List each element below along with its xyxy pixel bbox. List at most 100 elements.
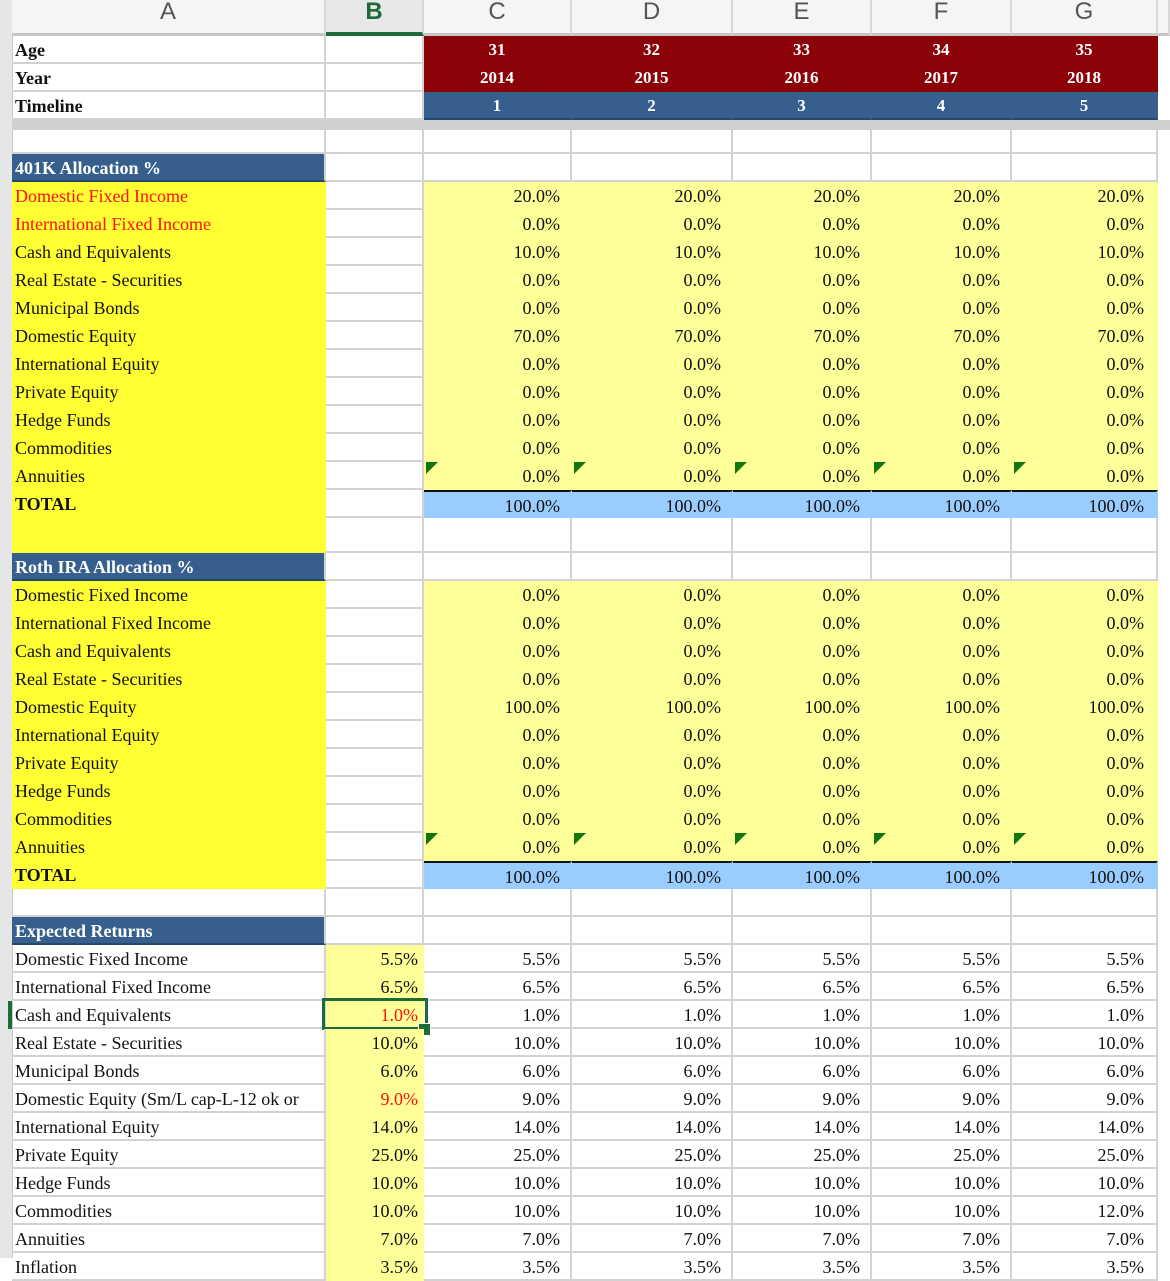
k401-value-e[interactable]: 0.0% — [733, 350, 872, 378]
column-header-b[interactable]: B — [326, 0, 424, 36]
year-value-e[interactable]: 2016 — [733, 64, 872, 92]
returns-value-e[interactable]: 5.5% — [733, 945, 872, 973]
k401-section-title[interactable]: 401K Allocation % — [12, 154, 326, 182]
returns-value-d[interactable]: 1.0% — [572, 1001, 733, 1029]
returns-row-label[interactable]: Inflation — [12, 1253, 326, 1281]
roth-row-label[interactable]: Hedge Funds — [12, 777, 326, 805]
roth-value-g[interactable]: 100.0% — [1012, 693, 1158, 721]
empty-cell[interactable] — [326, 350, 424, 378]
empty-cell[interactable] — [326, 238, 424, 266]
k401-value-f[interactable]: 70.0% — [872, 322, 1012, 350]
age-value-d[interactable]: 32 — [572, 36, 733, 64]
k401-value-f[interactable]: 0.0% — [872, 350, 1012, 378]
k401-value-e[interactable]: 0.0% — [733, 462, 872, 490]
k401-value-g[interactable]: 0.0% — [1012, 406, 1158, 434]
timeline-value-f[interactable]: 4 — [872, 92, 1012, 120]
returns-value-c[interactable]: 10.0% — [424, 1169, 572, 1197]
returns-value-c[interactable]: 10.0% — [424, 1029, 572, 1057]
empty-cell[interactable] — [572, 917, 733, 945]
k401-value-e[interactable]: 0.0% — [733, 406, 872, 434]
returns-base-value[interactable]: 10.0% — [326, 1197, 424, 1225]
returns-value-c[interactable]: 6.0% — [424, 1057, 572, 1085]
returns-value-c[interactable]: 1.0% — [424, 1001, 572, 1029]
k401-value-g[interactable]: 0.0% — [1012, 462, 1158, 490]
returns-value-e[interactable]: 6.0% — [733, 1057, 872, 1085]
returns-value-c[interactable]: 5.5% — [424, 945, 572, 973]
k401-row-label[interactable]: Municipal Bonds — [12, 294, 326, 322]
empty-cell[interactable] — [733, 518, 872, 553]
k401-value-g[interactable]: 10.0% — [1012, 238, 1158, 266]
k401-value-f[interactable]: 0.0% — [872, 406, 1012, 434]
empty-cell[interactable] — [326, 693, 424, 721]
returns-base-value[interactable]: 9.0% — [326, 1085, 424, 1113]
empty-cell[interactable] — [733, 553, 872, 581]
returns-base-value[interactable]: 5.5% — [326, 945, 424, 973]
empty-cell[interactable] — [326, 917, 424, 945]
empty-cell[interactable] — [1012, 889, 1158, 917]
returns-value-d[interactable]: 25.0% — [572, 1141, 733, 1169]
year-label[interactable]: Year — [12, 64, 326, 92]
returns-value-f[interactable]: 3.5% — [872, 1253, 1012, 1281]
returns-value-f[interactable]: 10.0% — [872, 1169, 1012, 1197]
roth-total-d[interactable]: 100.0% — [572, 861, 733, 889]
empty-cell[interactable] — [326, 609, 424, 637]
k401-value-e[interactable]: 0.0% — [733, 266, 872, 294]
roth-value-f[interactable]: 0.0% — [872, 833, 1012, 861]
k401-value-d[interactable]: 0.0% — [572, 350, 733, 378]
empty-cell[interactable] — [1012, 917, 1158, 945]
roth-value-c[interactable]: 0.0% — [424, 805, 572, 833]
empty-cell[interactable] — [326, 518, 424, 553]
empty-cell[interactable] — [326, 490, 424, 518]
roth-row-label[interactable]: Annuities — [12, 833, 326, 861]
empty-cell[interactable] — [733, 130, 872, 154]
roth-row-label[interactable]: Commodities — [12, 805, 326, 833]
age-value-e[interactable]: 33 — [733, 36, 872, 64]
timeline-label[interactable]: Timeline — [12, 92, 326, 120]
returns-value-e[interactable]: 10.0% — [733, 1197, 872, 1225]
k401-value-e[interactable]: 10.0% — [733, 238, 872, 266]
returns-value-g[interactable]: 7.0% — [1012, 1225, 1158, 1253]
returns-row-label[interactable]: Cash and Equivalents — [12, 1001, 326, 1029]
roth-value-g[interactable]: 0.0% — [1012, 609, 1158, 637]
roth-value-d[interactable]: 0.0% — [572, 749, 733, 777]
empty-cell[interactable] — [572, 130, 733, 154]
roth-value-c[interactable]: 0.0% — [424, 749, 572, 777]
k401-row-label[interactable]: International Equity — [12, 350, 326, 378]
k401-total-c[interactable]: 100.0% — [424, 490, 572, 518]
empty-cell[interactable] — [1012, 553, 1158, 581]
roth-row-label[interactable]: Cash and Equivalents — [12, 637, 326, 665]
roth-value-f[interactable]: 0.0% — [872, 609, 1012, 637]
age-value-g[interactable]: 35 — [1012, 36, 1158, 64]
k401-value-e[interactable]: 70.0% — [733, 322, 872, 350]
k401-value-f[interactable]: 10.0% — [872, 238, 1012, 266]
returns-row-label[interactable]: Real Estate - Securities — [12, 1029, 326, 1057]
age-value-f[interactable]: 34 — [872, 36, 1012, 64]
k401-row-label[interactable]: Domestic Fixed Income — [12, 182, 326, 210]
roth-value-g[interactable]: 0.0% — [1012, 665, 1158, 693]
roth-value-f[interactable]: 0.0% — [872, 665, 1012, 693]
k401-total-f[interactable]: 100.0% — [872, 490, 1012, 518]
empty-cell[interactable] — [872, 130, 1012, 154]
k401-value-g[interactable]: 0.0% — [1012, 378, 1158, 406]
roth-value-c[interactable]: 0.0% — [424, 665, 572, 693]
empty-cell[interactable] — [572, 553, 733, 581]
empty-cell[interactable] — [424, 154, 572, 182]
column-header-a[interactable]: A — [12, 0, 326, 36]
k401-value-c[interactable]: 0.0% — [424, 378, 572, 406]
empty-cell[interactable] — [326, 266, 424, 294]
returns-value-g[interactable]: 14.0% — [1012, 1113, 1158, 1141]
returns-value-f[interactable]: 10.0% — [872, 1029, 1012, 1057]
returns-value-f[interactable]: 25.0% — [872, 1141, 1012, 1169]
empty-cell[interactable] — [872, 154, 1012, 182]
empty-cell[interactable] — [326, 210, 424, 238]
empty-cell[interactable] — [1012, 154, 1158, 182]
k401-value-g[interactable]: 70.0% — [1012, 322, 1158, 350]
k401-total-label[interactable]: TOTAL — [12, 490, 326, 518]
returns-value-d[interactable]: 3.5% — [572, 1253, 733, 1281]
empty-cell[interactable] — [326, 182, 424, 210]
empty-cell[interactable] — [326, 406, 424, 434]
roth-value-d[interactable]: 0.0% — [572, 721, 733, 749]
roth-value-d[interactable]: 0.0% — [572, 665, 733, 693]
k401-row-label[interactable]: International Fixed Income — [12, 210, 326, 238]
returns-value-c[interactable]: 7.0% — [424, 1225, 572, 1253]
